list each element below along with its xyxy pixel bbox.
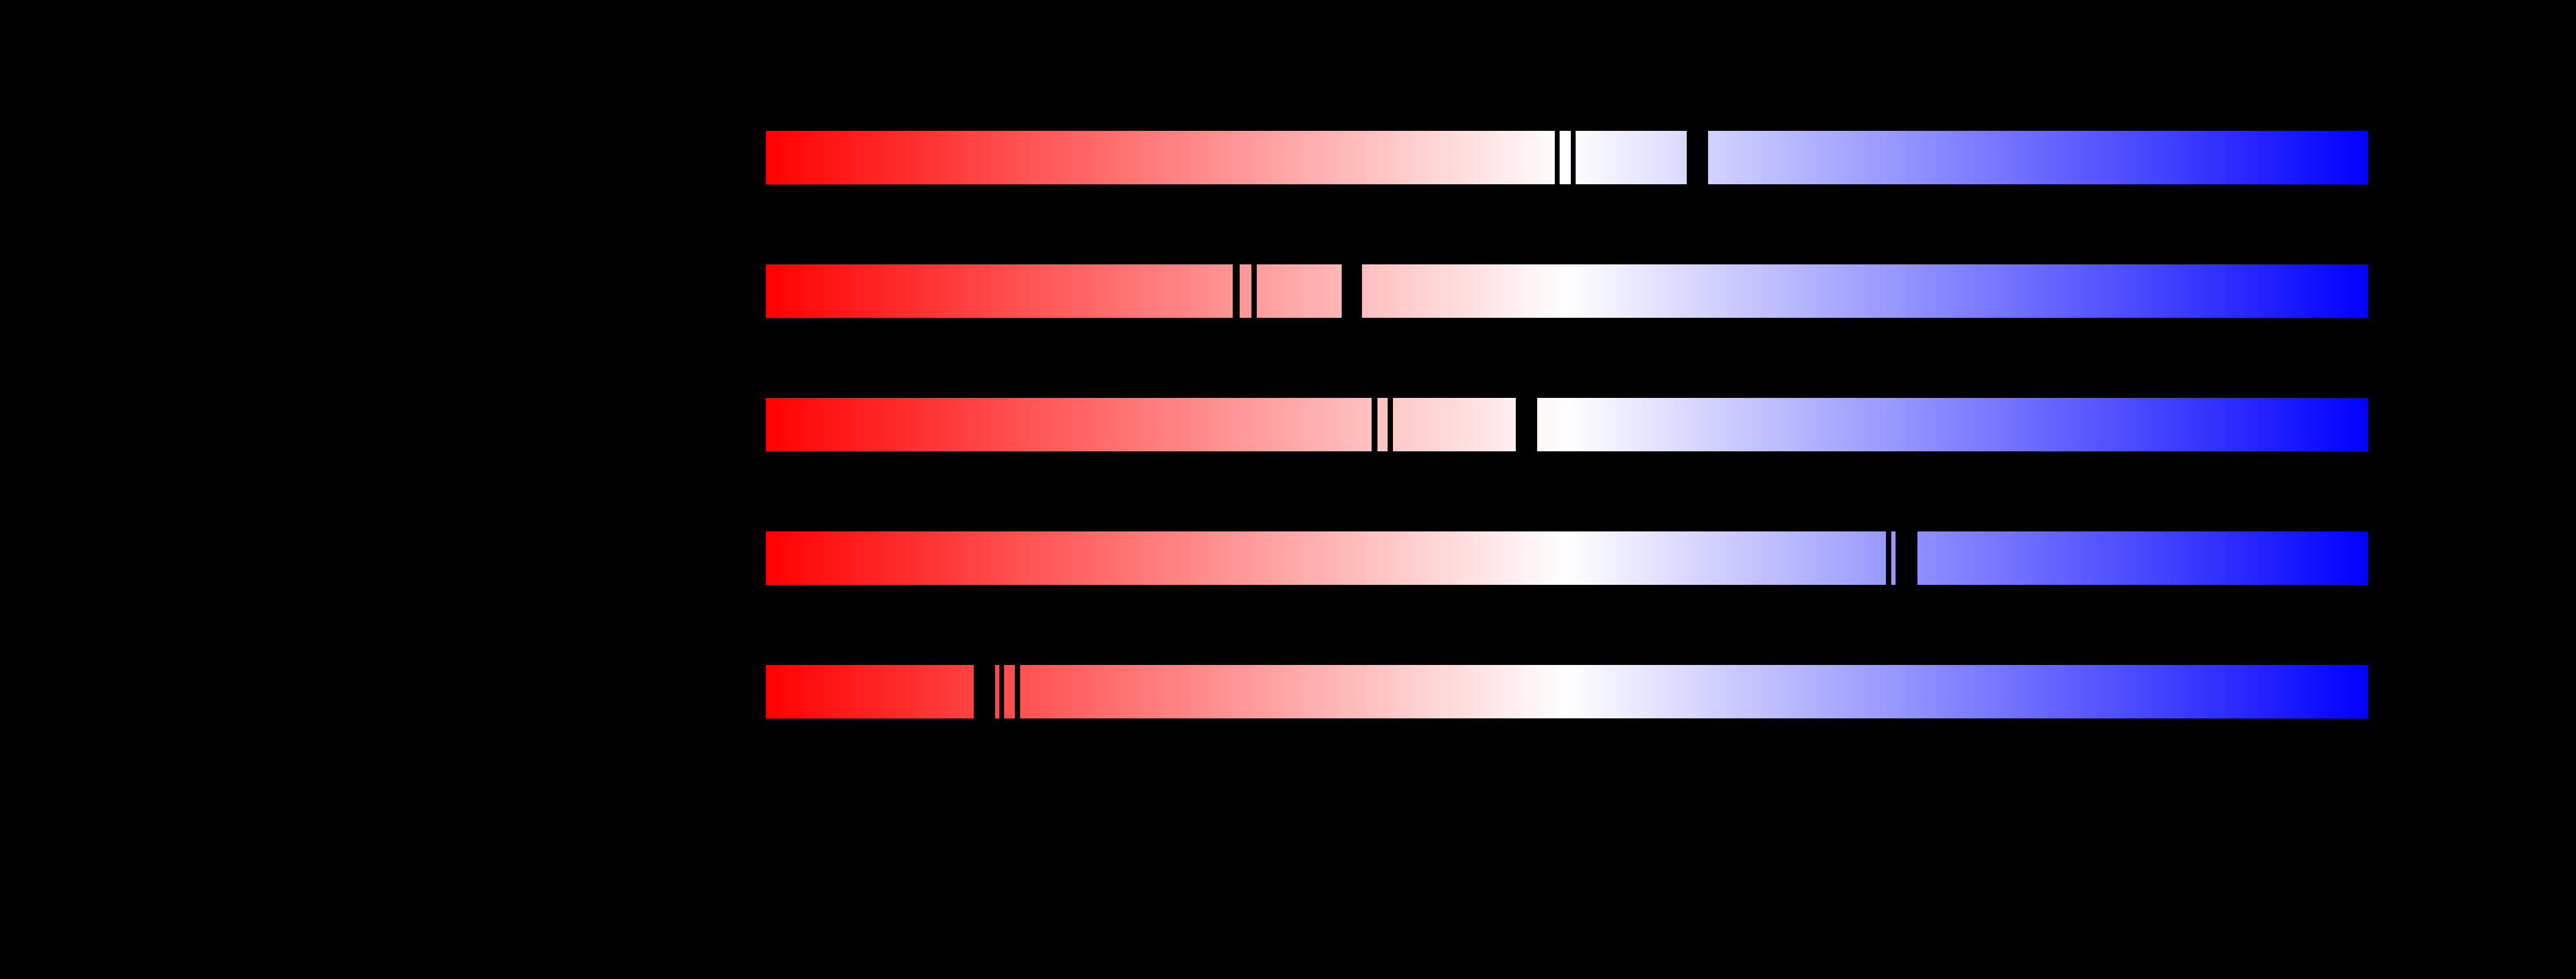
segment-separator-thin: [999, 664, 1004, 719]
segment-separator-thick: [1342, 264, 1362, 318]
gradient-bar-row-5: [766, 664, 2368, 719]
gradient-bar-row-1: [766, 130, 2368, 185]
segment-separator-thin: [1555, 130, 1560, 185]
segment-separator-thin: [1233, 264, 1240, 318]
segment-separator-thick: [974, 664, 995, 719]
segment-separator-thin: [1372, 397, 1377, 452]
gradient-bar-row-2: [766, 264, 2368, 318]
segment-separator-thick: [1516, 397, 1537, 452]
segment-separator-thin: [1388, 397, 1393, 452]
segment-separator-thick: [1896, 531, 1917, 585]
segment-separator-thin: [1251, 264, 1257, 318]
segment-separator-thin: [1015, 664, 1020, 719]
gradient-bar-row-3: [766, 397, 2368, 452]
segment-separator-thin: [1571, 130, 1576, 185]
segment-separator-thick: [1687, 130, 1708, 185]
gradient-bar-row-4: [766, 531, 2368, 585]
segment-separator-thin: [1886, 531, 1891, 585]
